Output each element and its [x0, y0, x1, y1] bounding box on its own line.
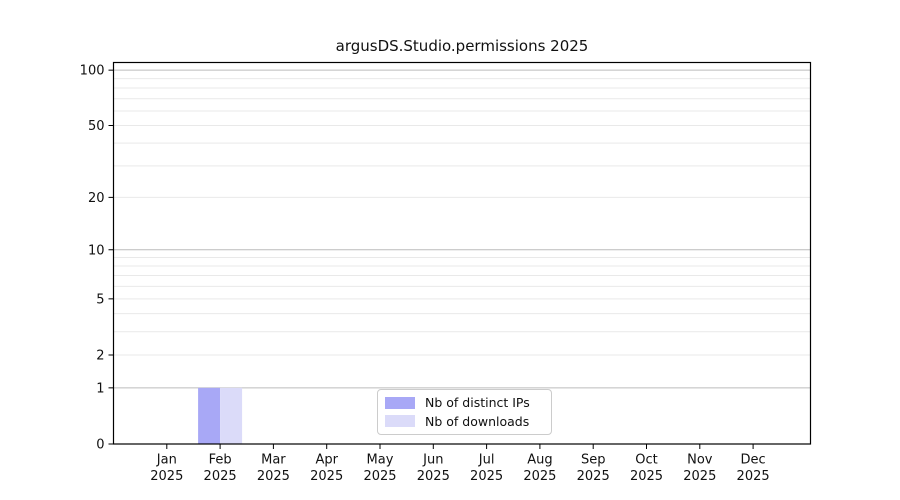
x-tick-label-month: Aug: [527, 453, 552, 468]
legend-swatch-downloads: [385, 415, 415, 428]
x-tick-label-year: 2025: [470, 469, 503, 484]
legend-swatch-distinct-ips: [385, 396, 415, 409]
axes-frame: [112, 61, 812, 445]
x-tick-label-year: 2025: [417, 469, 450, 484]
legend-label-distinct-ips: Nb of distinct IPs: [425, 395, 530, 411]
x-tick-label-year: 2025: [630, 469, 663, 484]
x-tick-label-month: Jul: [478, 453, 495, 468]
y-tick-label: 20: [88, 191, 105, 206]
y-tick-label: 10: [88, 243, 105, 258]
x-tick-label-month: Nov: [687, 453, 713, 468]
y-tick-label: 50: [88, 119, 105, 134]
x-tick-label-month: Jan: [156, 453, 177, 468]
legend-item-downloads: Nb of downloads: [378, 414, 551, 429]
x-tick-label-month: Apr: [315, 453, 338, 468]
x-tick-label-year: 2025: [310, 469, 343, 484]
x-tick-label-month: Oct: [635, 453, 657, 468]
x-tick-label-year: 2025: [363, 469, 396, 484]
bar-distinct-ips-feb: [198, 387, 221, 444]
x-tick-label-month: May: [367, 453, 394, 468]
x-tick-label-month: Jun: [422, 453, 443, 468]
legend-item-distinct-ips: Nb of distinct IPs: [378, 395, 551, 410]
legend-label-downloads: Nb of downloads: [425, 413, 530, 429]
legend: Nb of distinct IPs Nb of downloads: [377, 389, 552, 435]
x-tick-label-year: 2025: [683, 469, 716, 484]
y-tick-label: 1: [96, 381, 104, 396]
x-tick-label-month: Mar: [261, 453, 286, 468]
chart-title: argusDS.Studio.permissions 2025: [335, 37, 589, 55]
x-tick-label-year: 2025: [150, 469, 183, 484]
bar-downloads-feb: [220, 387, 243, 444]
x-tick-label-year: 2025: [523, 469, 556, 484]
x-tick-label-year: 2025: [257, 469, 290, 484]
x-tick-label-month: Feb: [209, 453, 232, 468]
y-tick-label: 100: [80, 64, 105, 79]
x-tick-label-month: Sep: [581, 453, 606, 468]
x-tick-label-month: Dec: [741, 453, 766, 468]
y-tick-label: 5: [96, 292, 104, 307]
x-tick-label-year: 2025: [577, 469, 610, 484]
y-tick-label: 0: [96, 438, 104, 453]
y-tick-label: 2: [96, 349, 104, 364]
x-tick-label-year: 2025: [204, 469, 237, 484]
x-tick-label-year: 2025: [737, 469, 770, 484]
